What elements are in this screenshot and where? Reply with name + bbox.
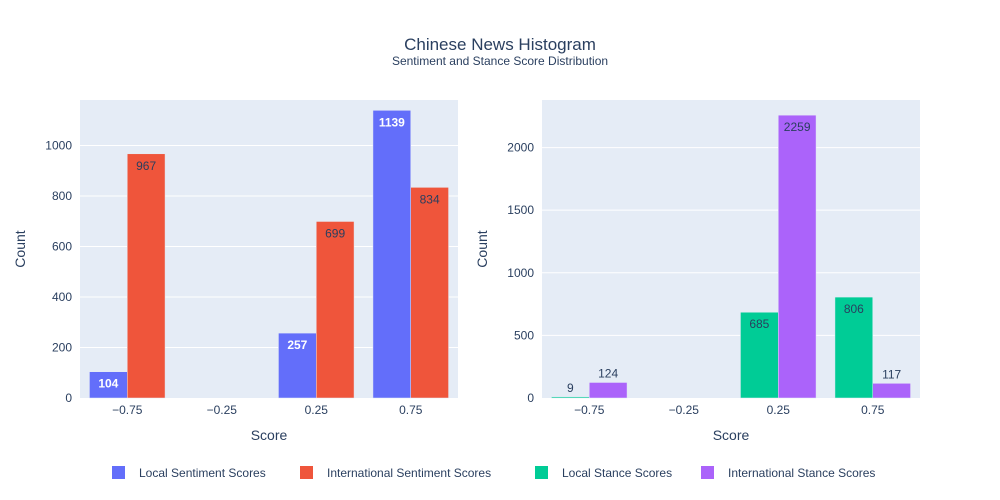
chart-subtitle: Sentiment and Stance Score Distribution: [392, 54, 608, 68]
bar-value-label: 257: [287, 338, 307, 352]
bar-value-label: 104: [98, 377, 118, 391]
x-tick-label: 0.25: [305, 403, 329, 417]
legend-swatch: [112, 466, 125, 479]
legend-item[interactable]: Local Stance Scores: [535, 466, 672, 480]
bar-value-label: 834: [420, 192, 440, 206]
bar-value-label: 967: [136, 159, 156, 173]
y-tick-label: 0: [65, 391, 72, 405]
y-tick-label: 800: [52, 189, 72, 203]
bar[interactable]: [834, 296, 874, 399]
legend-item[interactable]: International Stance Scores: [701, 466, 875, 480]
y-tick-label: 600: [52, 239, 72, 253]
y-tick-label: 400: [52, 290, 72, 304]
legend[interactable]: Local Sentiment Scores International Sent…: [112, 466, 875, 480]
subplot-1: 0 200 400 600 800 1000 −0.75 −0.25 0.25 0.75 Score…: [12, 100, 458, 443]
x-tick-label: −0.25: [669, 403, 700, 417]
y-tick-label: 500: [514, 328, 534, 342]
bar-value-label: 699: [325, 226, 345, 240]
bar-value-label: 9: [567, 381, 574, 395]
bar-value-label: 124: [598, 366, 618, 380]
y-tick-label: 1500: [507, 203, 534, 217]
x-tick-label: 0.25: [767, 403, 791, 417]
x-tick-label: 0.75: [861, 403, 885, 417]
legend-item[interactable]: International Sentiment Scores: [300, 466, 491, 480]
x-tick-label: −0.25: [207, 403, 238, 417]
bar-value-label: 2259: [784, 120, 811, 134]
y-axis-title: Count: [12, 230, 28, 267]
subplot-2: 0 500 1000 1500 2000 −0.75 −0.25 0.25 0.75 Score C…: [474, 100, 920, 443]
y-tick-label: 2000: [507, 141, 534, 155]
bar[interactable]: [89, 371, 128, 399]
y-axis-title: Count: [474, 230, 490, 267]
bar-value-label: 685: [749, 317, 769, 331]
x-axis-title: Score: [713, 427, 750, 443]
bar[interactable]: [778, 114, 817, 399]
legend-label: Local Sentiment Scores: [139, 466, 266, 480]
bar[interactable]: [316, 221, 355, 399]
y-tick-label: 1000: [45, 138, 72, 152]
bar[interactable]: [872, 383, 911, 399]
legend-swatch: [300, 466, 313, 479]
bar[interactable]: [372, 110, 412, 399]
bar[interactable]: [410, 187, 449, 399]
x-tick-label: −0.75: [112, 403, 143, 417]
bar-value-label: 1139: [379, 115, 405, 129]
bar[interactable]: [551, 396, 590, 399]
bar[interactable]: [589, 382, 628, 399]
x-tick-label: −0.75: [574, 403, 605, 417]
legend-swatch: [701, 466, 714, 479]
chart-title: Chinese News Histogram: [404, 35, 596, 54]
bar[interactable]: [740, 311, 779, 399]
x-tick-label: 0.75: [399, 403, 423, 417]
legend-label: Local Stance Scores: [562, 466, 672, 480]
y-tick-label: 200: [52, 340, 72, 354]
bar[interactable]: [278, 332, 317, 399]
legend-item[interactable]: Local Sentiment Scores: [112, 466, 266, 480]
bar-value-label: 806: [844, 302, 864, 316]
legend-swatch: [535, 466, 548, 479]
bar[interactable]: [127, 153, 166, 399]
y-tick-label: 1000: [507, 266, 534, 280]
legend-label: International Sentiment Scores: [327, 466, 491, 480]
x-axis-title: Score: [251, 427, 288, 443]
bar-value-label: 117: [882, 367, 901, 381]
legend-label: International Stance Scores: [728, 466, 875, 480]
y-tick-label: 0: [527, 391, 534, 405]
